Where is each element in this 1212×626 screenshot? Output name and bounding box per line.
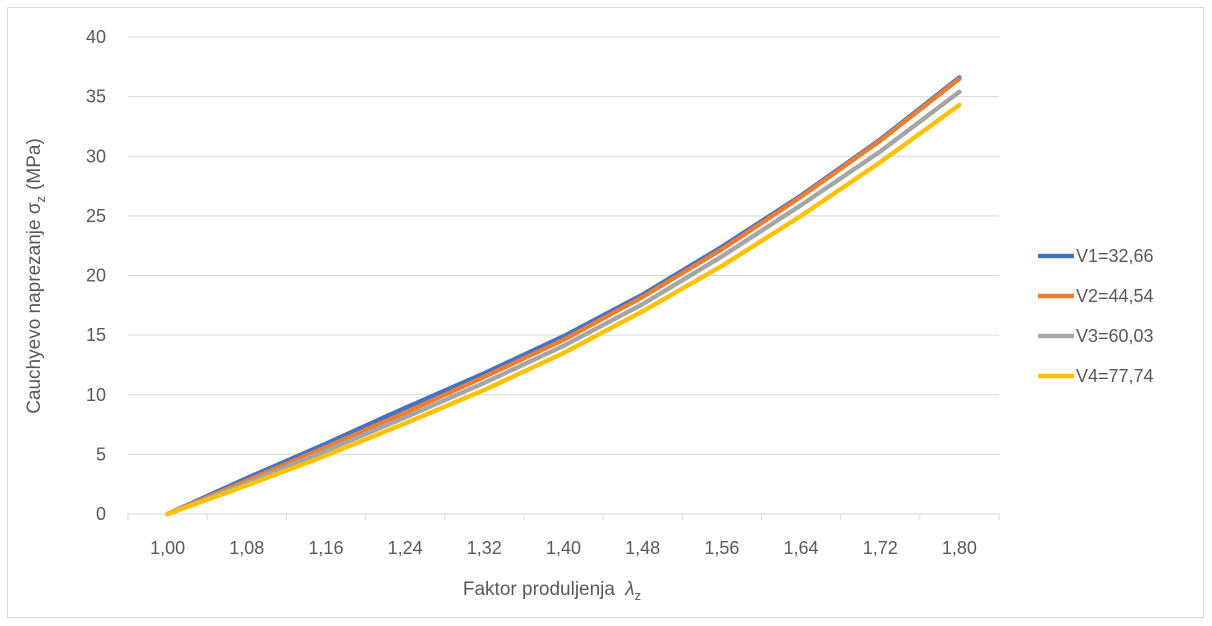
- y-tick-label: 15: [86, 325, 106, 345]
- x-axis: 1,00 1,08 1,16 1,24 1,32 1,40 1,48 1,56 1,64 1,72…: [127, 513, 1000, 558]
- legend: V1=32,66 V2=44,54 V3=60,03 V4=77,74: [1038, 246, 1154, 386]
- legend-label: V2=44,54: [1076, 286, 1154, 306]
- x-tick-label: 1,64: [784, 538, 819, 558]
- legend-label: V3=60,03: [1076, 326, 1154, 346]
- x-tick-label: 1,32: [467, 538, 502, 558]
- y-tick-label: 30: [86, 146, 106, 166]
- y-tick-label: 25: [86, 206, 106, 226]
- x-tick-label: 1,00: [150, 538, 185, 558]
- x-tick-label: 1,56: [704, 538, 739, 558]
- series-line-1: [165, 75, 962, 517]
- x-tick-label: 1,16: [308, 538, 343, 558]
- gridlines: [128, 36, 999, 455]
- y-tick-label: 35: [86, 87, 106, 107]
- x-tick-label: 1,72: [863, 538, 898, 558]
- series-line-2: [165, 76, 962, 517]
- y-tick-label: 20: [86, 266, 106, 286]
- y-tick-label: 10: [86, 385, 106, 405]
- x-tick-label: 1,24: [388, 538, 423, 558]
- x-tick-label: 1,40: [546, 538, 581, 558]
- x-tick-label: 1,48: [625, 538, 660, 558]
- series-line-3: [165, 89, 962, 517]
- x-tick-label: 1,80: [942, 538, 977, 558]
- legend-label: V4=77,74: [1076, 366, 1154, 386]
- legend-label: V1=32,66: [1076, 246, 1154, 266]
- y-tick-label: 5: [96, 444, 106, 464]
- x-tick-label: 1,08: [229, 538, 264, 558]
- y-axis: 0 5 10 15 20 25 30 35 40: [86, 27, 106, 524]
- y-axis-title: Cauchyevo naprezanje σz(MPa): [24, 138, 48, 414]
- y-tick-label: 40: [86, 27, 106, 47]
- x-axis-title: Faktor produljenja λz: [463, 579, 641, 603]
- series-lines: [165, 75, 962, 517]
- y-tick-label: 0: [96, 504, 106, 524]
- series-line-4: [165, 102, 962, 517]
